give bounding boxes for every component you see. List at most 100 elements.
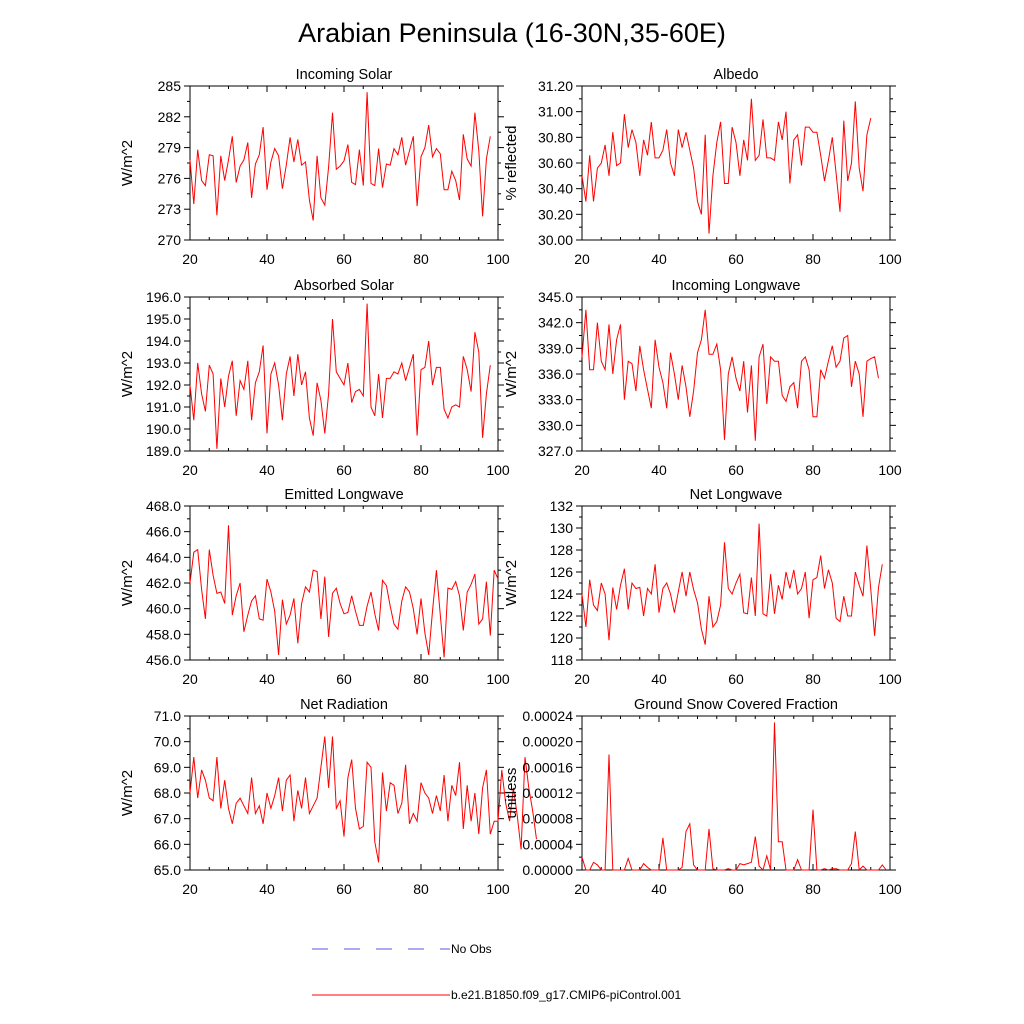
x-tick-label: 80 bbox=[413, 671, 429, 687]
x-tick-label: 40 bbox=[259, 251, 275, 267]
x-tick-label: 100 bbox=[486, 462, 510, 478]
x-tick-label: 80 bbox=[413, 462, 429, 478]
x-tick-label: 40 bbox=[651, 671, 667, 687]
x-tick-label: 20 bbox=[182, 671, 198, 687]
legend-label-model: b.e21.B1850.f09_g17.CMIP6-piControl.001 bbox=[451, 988, 681, 1002]
panel-net-longwave: Net Longwave 20 40 60 80 100 118 120 122 124 126 12… bbox=[503, 487, 902, 687]
y-tick-label: 0.00012 bbox=[522, 785, 573, 801]
y-tick-label: 31.20 bbox=[538, 78, 573, 94]
y-axis-label: W/m^2 bbox=[503, 560, 520, 606]
legend-label-no-obs: No Obs bbox=[451, 942, 492, 956]
y-axis-label: W/m^2 bbox=[119, 351, 136, 397]
y-tick-label: 31.00 bbox=[538, 104, 573, 120]
y-tick-label: 330.0 bbox=[538, 417, 573, 433]
x-tick-label: 60 bbox=[728, 462, 744, 478]
y-tick-label: 0.00016 bbox=[522, 759, 573, 775]
panel-incoming-longwave: Incoming Longwave 20 40 60 80 100 327.0 330.0 33… bbox=[503, 278, 902, 478]
x-tick-label: 20 bbox=[182, 881, 198, 897]
y-axis-label: W/m^2 bbox=[503, 351, 520, 397]
y-tick-label: 342.0 bbox=[538, 315, 573, 331]
series-line-emitted-longwave bbox=[189, 525, 499, 658]
plot-frame bbox=[189, 715, 499, 871]
series-line-incoming-longwave bbox=[581, 309, 879, 441]
y-tick-label: 118 bbox=[551, 652, 574, 668]
y-tick-label: 458.0 bbox=[146, 626, 181, 642]
x-tick-label: 20 bbox=[574, 251, 590, 267]
panel-title: Albedo bbox=[713, 67, 758, 83]
panel-ground-snow-covered-fraction: Ground Snow Covered Fraction 20 40 60 80 100 0… bbox=[503, 697, 902, 897]
y-tick-label: 190.0 bbox=[146, 421, 181, 437]
x-tick-label: 100 bbox=[878, 671, 902, 687]
x-tick-label: 40 bbox=[651, 251, 667, 267]
y-tick-label: 192.0 bbox=[146, 377, 181, 393]
y-tick-label: 462.0 bbox=[146, 575, 181, 591]
y-tick-label: 30.40 bbox=[538, 181, 573, 197]
y-tick-label: 0.00020 bbox=[522, 734, 573, 750]
plot-frame bbox=[581, 296, 891, 452]
x-tick-label: 40 bbox=[259, 881, 275, 897]
y-tick-label: 276 bbox=[158, 170, 182, 186]
series-line-net-radiation bbox=[189, 736, 537, 863]
plot-frame bbox=[581, 715, 891, 871]
y-tick-label: 0.00008 bbox=[522, 811, 573, 827]
series-line-ground-snow-covered-fraction bbox=[581, 722, 887, 872]
panel-title: Incoming Longwave bbox=[672, 278, 801, 294]
plot-frame bbox=[189, 296, 499, 452]
legend: No Obs b.e21.B1850.f09_g17.CMIP6-piContr… bbox=[312, 942, 681, 1002]
y-tick-label: 128 bbox=[550, 542, 574, 558]
panel-incoming-solar: Incoming Solar 20 40 60 80 100 270 273 276 279 282… bbox=[119, 67, 510, 267]
panel-title: Absorbed Solar bbox=[294, 278, 394, 294]
x-tick-label: 20 bbox=[182, 462, 198, 478]
x-tick-label: 40 bbox=[651, 881, 667, 897]
panels: Incoming Solar 20 40 60 80 100 270 273 276 279 282… bbox=[119, 67, 902, 897]
y-tick-label: 0.00004 bbox=[522, 836, 573, 852]
plot-frame bbox=[581, 85, 891, 241]
y-tick-label: 339.0 bbox=[538, 340, 573, 356]
y-tick-label: 193.0 bbox=[146, 355, 181, 371]
x-tick-label: 100 bbox=[878, 881, 902, 897]
y-tick-label: 464.0 bbox=[146, 549, 181, 565]
y-tick-label: 69.0 bbox=[154, 759, 181, 775]
x-tick-label: 40 bbox=[651, 462, 667, 478]
x-tick-label: 100 bbox=[486, 251, 510, 267]
y-axis-label: W/m^2 bbox=[119, 560, 136, 606]
x-tick-label: 60 bbox=[728, 671, 744, 687]
panel-net-radiation: Net Radiation 20 40 60 80 100 65.0 66.0 67.0 68.0… bbox=[119, 697, 537, 897]
x-tick-label: 60 bbox=[728, 881, 744, 897]
y-tick-label: 30.00 bbox=[538, 232, 573, 248]
y-tick-label: 327.0 bbox=[538, 443, 573, 459]
figure-title: Arabian Peninsula (16-30N,35-60E) bbox=[298, 18, 726, 48]
y-tick-label: 71.0 bbox=[154, 708, 181, 724]
y-tick-label: 466.0 bbox=[146, 524, 181, 540]
x-tick-label: 100 bbox=[878, 462, 902, 478]
y-tick-label: 468.0 bbox=[146, 498, 181, 514]
panel-title: Net Radiation bbox=[300, 697, 388, 713]
x-tick-label: 60 bbox=[336, 671, 352, 687]
y-axis-label: % reflected bbox=[503, 125, 520, 200]
y-tick-label: 65.0 bbox=[154, 862, 181, 878]
x-tick-label: 60 bbox=[336, 251, 352, 267]
y-tick-label: 30.20 bbox=[538, 206, 573, 222]
panel-absorbed-solar: Absorbed Solar 20 40 60 80 100 189.0 190.0 191.0… bbox=[119, 278, 510, 478]
panel-title: Emitted Longwave bbox=[284, 487, 403, 503]
y-tick-label: 333.0 bbox=[538, 392, 573, 408]
y-tick-label: 122 bbox=[550, 608, 574, 624]
y-tick-label: 126 bbox=[550, 564, 574, 580]
plot-frame bbox=[189, 85, 499, 241]
y-tick-label: 132 bbox=[550, 498, 574, 514]
x-tick-label: 40 bbox=[259, 462, 275, 478]
x-tick-label: 60 bbox=[336, 462, 352, 478]
y-tick-label: 345.0 bbox=[538, 289, 573, 305]
y-tick-label: 270 bbox=[158, 232, 182, 248]
y-tick-label: 70.0 bbox=[154, 734, 181, 750]
y-tick-label: 67.0 bbox=[154, 811, 181, 827]
y-tick-label: 195.0 bbox=[146, 311, 181, 327]
series-line-albedo bbox=[581, 98, 872, 234]
x-tick-label: 100 bbox=[486, 881, 510, 897]
x-tick-label: 20 bbox=[182, 251, 198, 267]
y-tick-label: 196.0 bbox=[146, 289, 181, 305]
x-tick-label: 80 bbox=[413, 881, 429, 897]
plot-frame bbox=[189, 505, 499, 661]
x-tick-label: 80 bbox=[805, 671, 821, 687]
